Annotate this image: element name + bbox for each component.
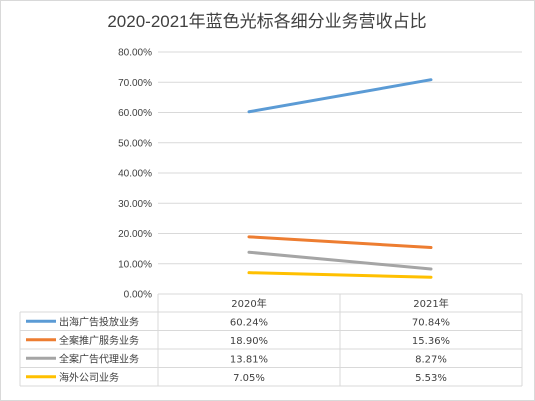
series-lines [247, 78, 433, 279]
legend-label: 出海广告投放业务 [59, 315, 139, 328]
y-tick-label: 40.00% [118, 169, 152, 180]
gridlines [158, 51, 522, 295]
y-tick-label: 50.00% [118, 138, 152, 149]
series-line [247, 250, 433, 271]
y-tick-label: 80.00% [118, 48, 152, 59]
data-value-label: 7.05% [233, 373, 265, 384]
series-line [247, 78, 433, 114]
data-value-label: 70.84% [412, 317, 450, 328]
x-category-label: 2021年 [413, 297, 448, 310]
y-tick-label: 60.00% [118, 108, 152, 119]
y-tick-label: 70.00% [118, 78, 152, 89]
data-value-label: 8.27% [415, 354, 447, 365]
legend-label: 海外公司业务 [59, 371, 119, 384]
data-value-label: 15.36% [412, 336, 450, 347]
legend-label: 全案推广服务业务 [59, 334, 139, 347]
series-line [247, 235, 433, 250]
chart-title: 2020-2021年蓝色光标各细分业务营收占比 [107, 12, 426, 31]
y-tick-label: 10.00% [118, 259, 152, 270]
legend-label: 全案广告代理业务 [59, 352, 139, 365]
data-value-label: 13.81% [230, 354, 268, 365]
series-line [247, 271, 433, 279]
y-axis-ticks: 0.00% 10.00% 20.00% 30.00% 40.00% 50.00% 60.00… [118, 48, 152, 301]
y-tick-label: 0.00% [124, 290, 152, 301]
data-value-label: 5.53% [415, 373, 447, 384]
data-value-label: 60.24% [230, 317, 268, 328]
y-tick-label: 20.00% [118, 229, 152, 240]
x-category-label: 2020年 [231, 297, 266, 310]
data-value-label: 18.90% [230, 336, 268, 347]
y-tick-label: 30.00% [118, 199, 152, 210]
